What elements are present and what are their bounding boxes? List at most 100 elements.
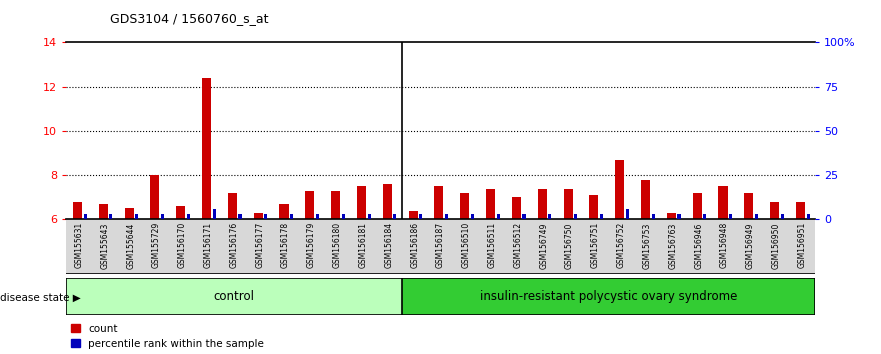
Text: insulin-resistant polycystic ovary syndrome: insulin-resistant polycystic ovary syndr…: [479, 290, 737, 303]
Bar: [99, 204, 107, 352]
Bar: [324, 219, 350, 274]
Bar: [187, 214, 190, 352]
Bar: [409, 211, 418, 352]
Bar: [331, 191, 340, 352]
Text: GSM156171: GSM156171: [204, 222, 212, 268]
Bar: [202, 78, 211, 352]
Text: GSM156749: GSM156749: [539, 222, 548, 269]
Bar: [589, 195, 598, 352]
Bar: [342, 214, 344, 352]
Bar: [151, 175, 159, 352]
Bar: [497, 214, 500, 352]
Bar: [548, 214, 552, 352]
Bar: [537, 188, 547, 352]
Bar: [176, 206, 185, 352]
Bar: [703, 214, 707, 352]
Bar: [264, 214, 267, 352]
Bar: [135, 214, 138, 352]
Bar: [279, 204, 289, 352]
Text: GSM156946: GSM156946: [694, 222, 703, 269]
Text: GSM155643: GSM155643: [100, 222, 109, 269]
Text: GSM156510: GSM156510: [462, 222, 470, 268]
Bar: [609, 219, 634, 274]
Bar: [316, 214, 319, 352]
Bar: [512, 198, 521, 352]
Bar: [247, 219, 272, 274]
Bar: [641, 180, 650, 352]
Text: GSM156186: GSM156186: [411, 222, 419, 268]
Text: GSM156511: GSM156511: [488, 222, 497, 268]
Bar: [789, 219, 815, 274]
Bar: [419, 214, 422, 352]
Text: GSM156753: GSM156753: [642, 222, 652, 269]
Text: GSM156179: GSM156179: [307, 222, 316, 268]
Bar: [522, 214, 526, 352]
Bar: [796, 202, 805, 352]
Bar: [479, 219, 505, 274]
Bar: [763, 219, 789, 274]
Bar: [402, 278, 815, 315]
Text: GSM156177: GSM156177: [255, 222, 264, 268]
Bar: [376, 219, 402, 274]
Text: GSM156750: GSM156750: [565, 222, 574, 269]
Text: GSM156948: GSM156948: [720, 222, 729, 268]
Bar: [306, 191, 315, 352]
Bar: [290, 214, 293, 352]
Bar: [737, 219, 763, 274]
Bar: [402, 219, 427, 274]
Bar: [228, 193, 237, 352]
Text: GSM156178: GSM156178: [281, 222, 290, 268]
Text: GSM156752: GSM156752: [617, 222, 626, 268]
Bar: [486, 188, 495, 352]
Bar: [505, 219, 531, 274]
Bar: [299, 219, 324, 274]
Bar: [615, 160, 625, 352]
Text: GSM156181: GSM156181: [359, 222, 367, 268]
Text: GSM156751: GSM156751: [591, 222, 600, 268]
Text: GSM156170: GSM156170: [178, 222, 187, 268]
Bar: [719, 186, 728, 352]
Text: control: control: [213, 290, 255, 303]
Text: GDS3104 / 1560760_s_at: GDS3104 / 1560760_s_at: [110, 12, 269, 25]
Bar: [196, 219, 221, 274]
Bar: [445, 214, 448, 352]
Bar: [118, 219, 144, 274]
Bar: [652, 214, 655, 352]
Bar: [109, 214, 113, 352]
Text: GSM156512: GSM156512: [514, 222, 522, 268]
Bar: [712, 219, 737, 274]
Bar: [212, 209, 216, 352]
Text: GSM156176: GSM156176: [229, 222, 239, 268]
Bar: [667, 213, 676, 352]
Bar: [169, 219, 196, 274]
Text: GSM156180: GSM156180: [333, 222, 342, 268]
Text: GSM155729: GSM155729: [152, 222, 161, 268]
Bar: [144, 219, 169, 274]
Bar: [73, 202, 82, 352]
Bar: [454, 219, 479, 274]
Bar: [677, 214, 680, 352]
Text: GSM156763: GSM156763: [669, 222, 677, 269]
Bar: [460, 193, 470, 352]
Bar: [66, 278, 402, 315]
Bar: [221, 219, 247, 274]
Bar: [564, 188, 573, 352]
Bar: [394, 214, 396, 352]
Bar: [634, 219, 660, 274]
Bar: [531, 219, 557, 274]
Bar: [574, 214, 577, 352]
Bar: [350, 219, 376, 274]
Legend: count, percentile rank within the sample: count, percentile rank within the sample: [71, 324, 263, 349]
Bar: [770, 202, 779, 352]
Text: GSM156184: GSM156184: [384, 222, 393, 268]
Bar: [755, 214, 758, 352]
Bar: [84, 214, 86, 352]
Bar: [254, 213, 263, 352]
Text: GSM156951: GSM156951: [797, 222, 806, 268]
Bar: [367, 214, 371, 352]
Bar: [626, 209, 629, 352]
Bar: [239, 214, 241, 352]
Bar: [660, 219, 685, 274]
Bar: [382, 184, 392, 352]
Bar: [685, 219, 712, 274]
